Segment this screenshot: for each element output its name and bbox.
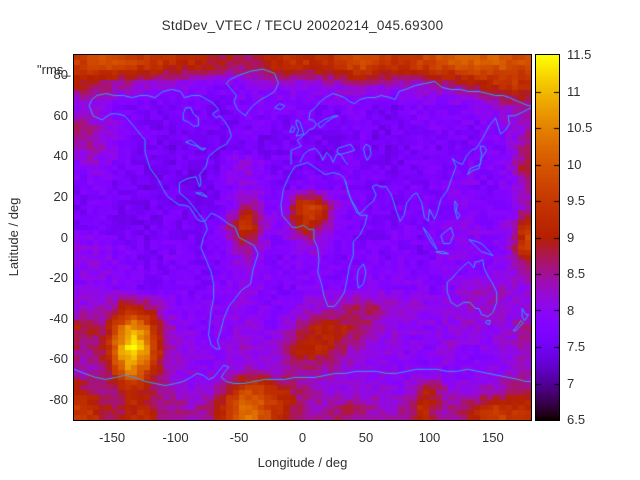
y-tick-label: 20 [53,188,68,204]
legend-key-label: "rms_ [37,62,71,77]
x-tick-label: -100 [162,430,189,445]
x-axis-label: Longitude / deg [257,455,348,470]
colorbar-canvas [536,55,559,420]
y-tick-label: 40 [53,148,68,164]
colorbar-tick-label: 6.5 [567,412,586,427]
heatmap-canvas [74,55,531,420]
y-tick-label: 60 [53,107,68,123]
colorbar-tick-label: 11.5 [567,47,592,62]
colorbar-tick-label: 8 [567,302,575,318]
x-tick-label: 150 [482,430,504,445]
map-plot-area [73,54,532,421]
y-tick-label: -80 [49,391,68,407]
colorbar-tick-label: 11 [567,83,581,99]
x-tick-label: -150 [99,430,126,445]
y-tick-label: -40 [49,310,68,326]
colorbar-tick-label: 9 [567,229,575,245]
colorbar [535,54,560,421]
colorbar-tick-label: 10 [567,156,582,172]
colorbar-tick-label: 9.5 [567,193,586,208]
colorbar-tick-label: 8.5 [567,266,586,281]
colorbar-tick-label: 7.5 [567,339,586,354]
y-tick-label: -60 [49,351,68,367]
x-tick-label: -50 [229,430,249,445]
colorbar-tick-label: 7 [567,375,575,391]
x-tick-label: 100 [418,430,441,445]
x-tick-label: 50 [358,430,374,445]
plot-title: StdDev_VTEC / TECU 20020214_045.69300 [161,18,444,33]
y-tick-label: -20 [49,270,68,286]
y-tick-label: 0 [60,229,68,245]
y-tick-label: 80 [53,67,68,83]
colorbar-tick-label: 10.5 [567,120,593,135]
x-tick-label: 0 [298,430,307,445]
